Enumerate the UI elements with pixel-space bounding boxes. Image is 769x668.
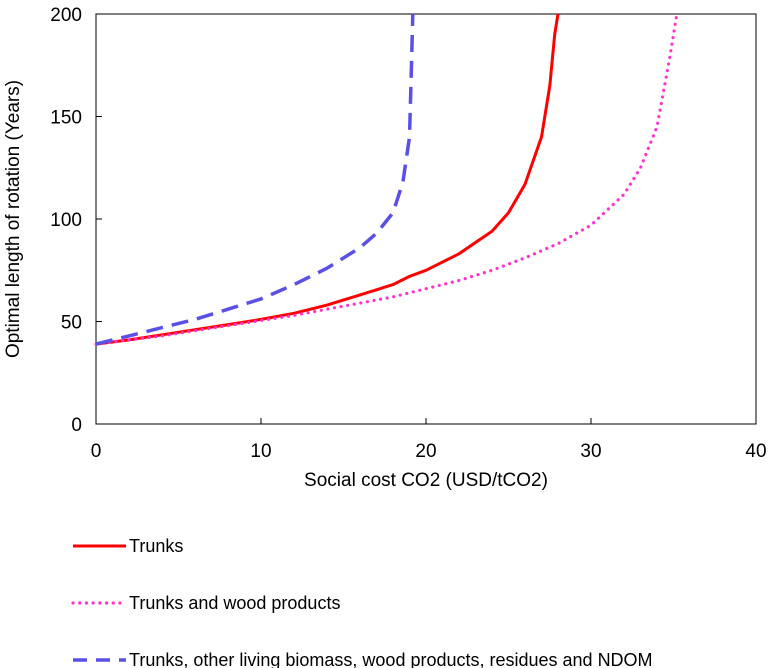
x-tick-label: 30 [580, 441, 601, 462]
legend-label-2: Trunks and wood products [129, 593, 340, 613]
y-tick-label: 0 [71, 415, 82, 436]
y-axis-title: Optimal length of rotation (Years) [3, 80, 24, 358]
x-axis-ticks: 0 10 20 30 40 [91, 418, 767, 462]
x-axis-title: Social cost CO2 (USD/tCO2) [304, 470, 548, 491]
y-tick-label: 150 [50, 108, 82, 129]
series-line-3 [95, 13, 415, 346]
series-line-2 [94, 12, 679, 346]
plot-frame [95, 13, 757, 425]
y-tick-label: 50 [61, 313, 82, 334]
legend: Trunks Trunks and wood products Trunks, ot… [71, 536, 653, 668]
legend-label-1: Trunks [129, 536, 183, 556]
x-tick-label: 20 [415, 441, 436, 462]
legend-label-3: Trunks, other living biomass, wood produ… [129, 650, 653, 668]
x-tick-label: 10 [250, 441, 271, 462]
y-tick-label: 200 [50, 5, 82, 26]
x-tick-label: 0 [91, 441, 102, 462]
series-lines [94, 12, 679, 346]
x-tick-label: 40 [745, 441, 766, 462]
y-axis-ticks: 0 50 100 150 200 [50, 5, 102, 436]
series-line-1 [95, 13, 560, 346]
y-tick-label: 100 [50, 210, 82, 231]
